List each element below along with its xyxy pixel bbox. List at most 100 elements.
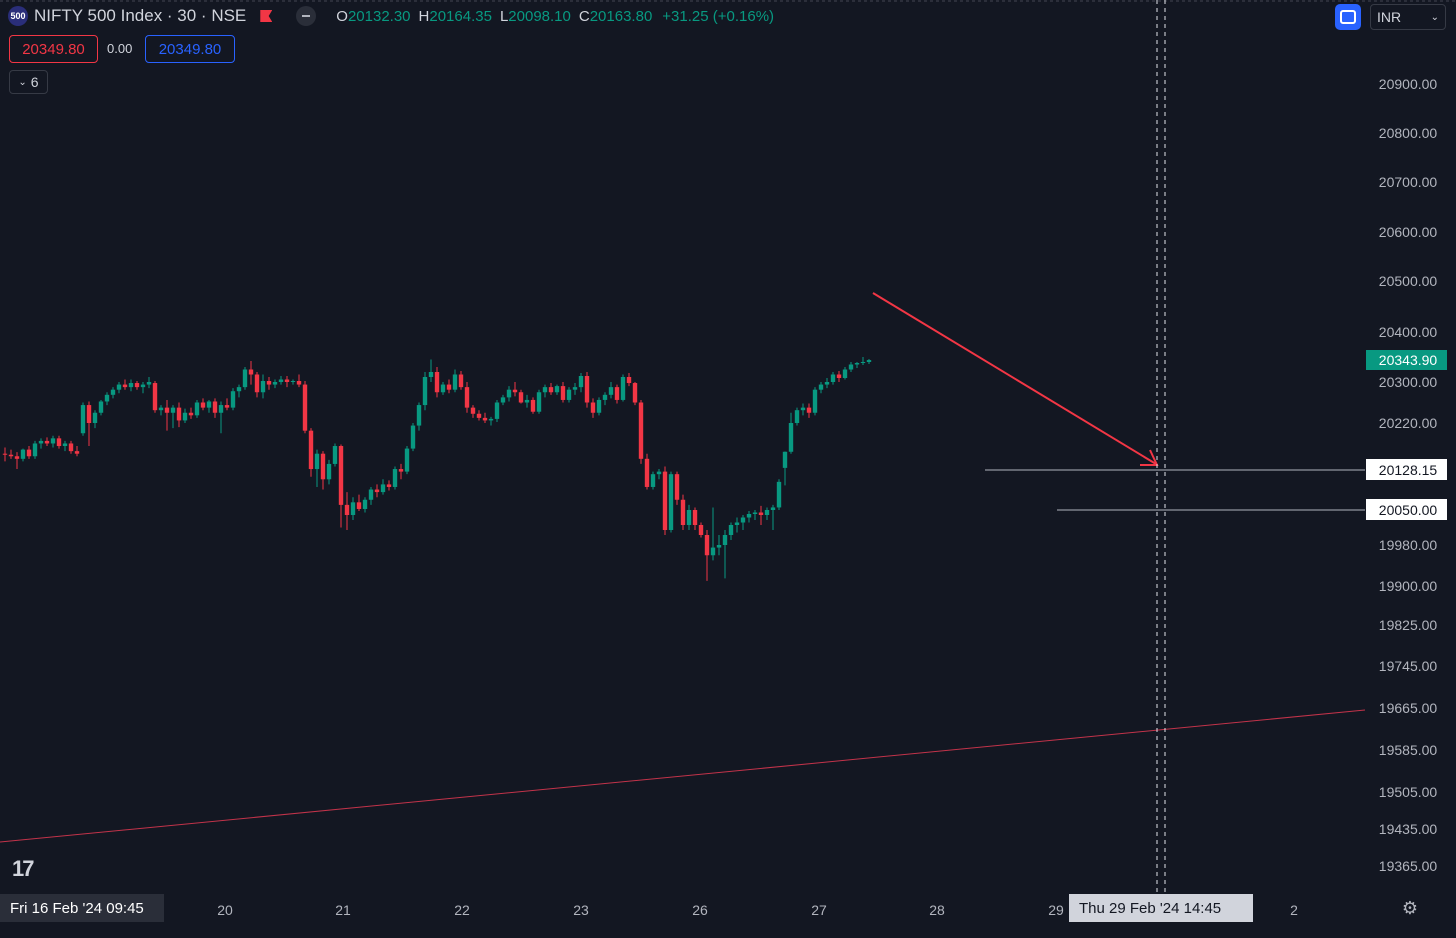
- trendline[interactable]: [0, 709, 1366, 843]
- candle-body: [458, 374, 464, 388]
- price-tick-label: 20220.00: [1379, 415, 1438, 431]
- candle-body: [44, 440, 50, 444]
- candle-body: [284, 379, 290, 382]
- tradingview-logo-icon[interactable]: 17: [12, 856, 35, 881]
- candle-body: [290, 381, 296, 382]
- candle-body: [230, 391, 236, 408]
- candle-body: [806, 407, 812, 413]
- price-label-20128: 20128.15: [1366, 459, 1447, 480]
- drawn-arrow[interactable]: [872, 292, 1157, 465]
- candle-body: [668, 474, 674, 530]
- candle-body: [692, 510, 698, 525]
- candle-body: [8, 454, 14, 457]
- fullscreen-icon: [1340, 10, 1356, 24]
- candle-body: [68, 443, 74, 452]
- candle-body: [608, 387, 614, 395]
- buy-button[interactable]: 20349.80: [145, 35, 235, 63]
- candle-body: [512, 389, 518, 393]
- indicators-toggle-button[interactable]: ⌄ 6: [9, 70, 48, 94]
- candle-body: [620, 377, 626, 400]
- candle-body: [206, 401, 212, 408]
- candle-body: [686, 510, 692, 525]
- candle-body: [236, 387, 242, 392]
- candle-body: [536, 392, 542, 412]
- candle-body: [158, 407, 164, 411]
- last-price-badge: 20343.90: [1366, 350, 1447, 370]
- candle-body: [476, 413, 482, 418]
- candle-body: [542, 387, 548, 393]
- candle-body: [26, 449, 32, 457]
- candle-body: [800, 407, 806, 411]
- currency-select[interactable]: INR ⌄: [1370, 4, 1446, 30]
- candle-body: [626, 377, 632, 384]
- sell-button[interactable]: 20349.80: [9, 35, 98, 63]
- fullscreen-button[interactable]: [1335, 4, 1361, 30]
- settings-gear-icon[interactable]: ⚙: [1401, 897, 1419, 918]
- candle-body: [164, 407, 170, 413]
- price-axis[interactable]: 20900.00 20800.00 20700.00 20600.00 20500.00…: [1379, 76, 1438, 874]
- candle-body: [338, 446, 344, 505]
- candle-body: [452, 374, 458, 390]
- time-axis[interactable]: 20 21 22 23 26 27 28 29 2: [217, 902, 1298, 918]
- candle-body: [320, 453, 326, 480]
- price-tick-label: 19745.00: [1379, 658, 1438, 674]
- currency-value: INR: [1377, 9, 1402, 25]
- candle-body: [770, 507, 776, 510]
- candle-body: [464, 387, 470, 408]
- candle-body: [740, 517, 746, 523]
- candle-body: [830, 374, 836, 382]
- time-tick-label: 2: [1290, 902, 1298, 918]
- candle-body: [716, 545, 722, 548]
- spread-value: 0.00: [107, 40, 133, 56]
- symbol-title[interactable]: NIFTY 500 Index · 30 · NSE: [34, 6, 247, 25]
- candle-body: [308, 430, 314, 470]
- candle-body: [98, 401, 104, 413]
- candle-body: [818, 384, 824, 390]
- time-tick-label: 23: [573, 902, 589, 918]
- candle-body: [422, 377, 428, 406]
- time-tick-label: 29: [1048, 902, 1064, 918]
- candle-body: [260, 381, 266, 393]
- price-tick-label: 19980.00: [1379, 537, 1438, 553]
- symbol-badge: 500: [8, 6, 28, 26]
- candle-body: [416, 405, 422, 426]
- candle-body: [170, 407, 176, 413]
- close-value: 20163.80: [589, 7, 653, 25]
- candle-body: [296, 381, 302, 385]
- candle-body: [14, 456, 20, 459]
- candle-body: [650, 474, 656, 487]
- last-price-label: 20343.90: [1379, 352, 1438, 368]
- change-value: +31.25 (+0.16%): [662, 7, 775, 25]
- time-tick-label: 27: [811, 902, 827, 918]
- candle-body: [398, 469, 404, 472]
- candles: [2, 357, 872, 581]
- open-label: O: [336, 7, 348, 25]
- candle-body: [368, 489, 374, 500]
- candle-body: [434, 372, 440, 393]
- symbol-header[interactable]: 500 NIFTY 500 Index · 30 · NSE O20132.30…: [8, 5, 774, 27]
- candle-body: [410, 425, 416, 449]
- open-value: 20132.30: [347, 7, 411, 25]
- candle-body: [710, 547, 716, 556]
- ohlc-values: O20132.30 H20164.35 L20098.10 C20163.80 …: [336, 8, 774, 25]
- candle-body: [572, 387, 578, 390]
- candle-body: [272, 382, 278, 385]
- candle-body: [470, 407, 476, 414]
- close-label: C: [578, 7, 590, 25]
- crosshair-time-label: Thu 29 Feb '24 14:45: [1069, 894, 1253, 922]
- price-tick-label: 19665.00: [1379, 700, 1438, 716]
- candle-body: [488, 418, 494, 421]
- candle-body: [302, 384, 308, 431]
- collapse-legend-button[interactable]: [296, 6, 317, 26]
- candle-body: [854, 363, 860, 365]
- candle-body: [278, 379, 284, 382]
- flag-icon[interactable]: [260, 10, 273, 22]
- candle-body: [836, 374, 842, 378]
- candle-body: [842, 369, 848, 378]
- candle-body: [698, 525, 704, 535]
- candle-body: [776, 481, 782, 508]
- candle-body: [254, 374, 260, 393]
- candle-body: [140, 384, 146, 388]
- candle-body: [212, 401, 218, 413]
